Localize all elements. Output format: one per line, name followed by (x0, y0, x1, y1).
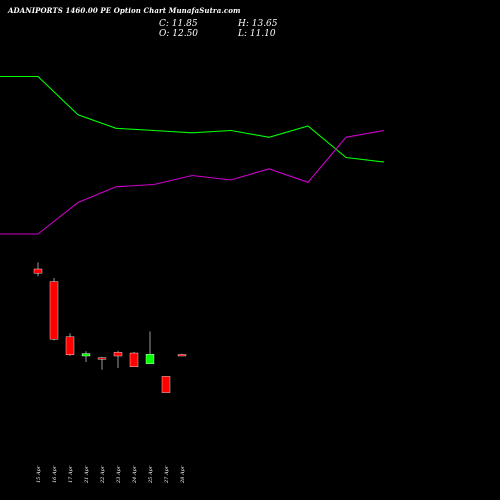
candle-body (81, 353, 91, 357)
candle-body (97, 357, 107, 360)
high-value: H: 13.65 (238, 19, 278, 29)
x-tick-label: 21 Apr (84, 465, 90, 484)
candle-body (161, 376, 171, 393)
candle-body (177, 354, 187, 357)
close-value: C: 11.85 (159, 19, 198, 29)
x-tick-label: 15 Apr (36, 465, 42, 483)
x-tick-label: 22 Apr (100, 465, 106, 484)
bands-layer (0, 75, 385, 235)
candle-body (129, 352, 139, 368)
candle-body (113, 352, 123, 357)
candle-body (145, 354, 155, 365)
lower-band-line (0, 129, 385, 235)
candle-body (33, 268, 43, 274)
x-tick-label: 17 Apr (68, 465, 74, 483)
x-tick-label: 24 Apr (132, 465, 138, 484)
x-tick-label: 28 Apr (180, 465, 186, 484)
candles-layer (33, 262, 187, 393)
x-tick-label: 25 Apr (148, 465, 154, 484)
x-tick-label: 23 Apr (116, 465, 122, 484)
low-value: L: 11.10 (238, 29, 276, 39)
upper-band-line (0, 75, 385, 163)
x-axis-labels: 15 Apr 16 Apr 17 Apr 21 Apr 22 Apr 23 Apr 24 A… (36, 465, 186, 484)
candle-body (65, 336, 75, 355)
open-value: O: 12.50 (159, 29, 199, 39)
chart-title: ADANIPORTS 1460.00 PE Option Chart Munaf… (8, 6, 241, 15)
candle-body (49, 281, 59, 340)
x-tick-label: 27 Apr (164, 465, 170, 484)
x-tick-label: 16 Apr (52, 465, 58, 483)
